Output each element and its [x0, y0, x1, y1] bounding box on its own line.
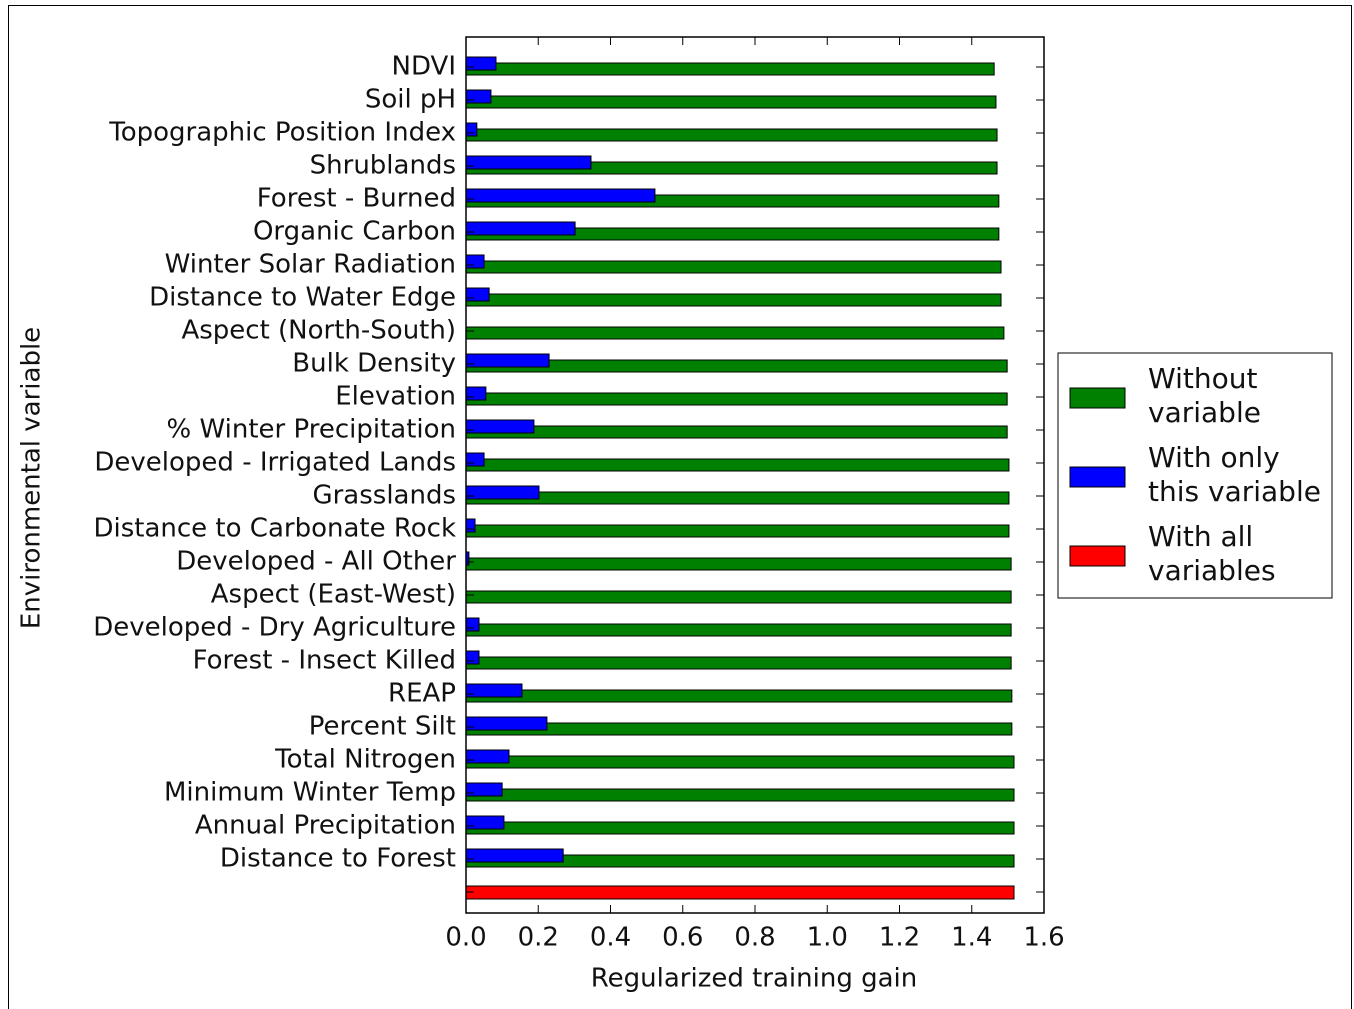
bar — [465, 122, 478, 137]
bar — [465, 623, 1012, 637]
y-tick-label: Winter Solar Radiation — [165, 250, 456, 280]
legend-label: With only this variable — [1148, 441, 1321, 508]
x-tick-label: 0.8 — [734, 923, 775, 953]
bar — [465, 452, 485, 467]
bar — [465, 326, 1005, 340]
x-tick-label: 1.2 — [879, 923, 920, 953]
bar — [465, 419, 535, 434]
y-tick-label: Minimum Winter Temp — [164, 778, 456, 808]
bar — [465, 56, 497, 71]
y-tick-label: Topographic Position Index — [108, 118, 456, 148]
legend-label: Without variable — [1148, 362, 1261, 429]
y-tick-label: Distance to Forest — [220, 844, 456, 874]
bar — [465, 89, 492, 104]
y-tick-label: Distance to Carbonate Rock — [93, 514, 456, 544]
plot-frame — [465, 36, 1045, 914]
bar — [465, 689, 1013, 703]
y-tick-label: Elevation — [335, 382, 456, 412]
bar — [465, 62, 995, 76]
y-tick-label: Annual Precipitation — [195, 811, 456, 841]
bar — [465, 221, 576, 236]
legend-label: With all variables — [1148, 520, 1276, 587]
x-tick-label: 0.0 — [445, 923, 486, 953]
bar — [465, 617, 480, 632]
bar — [465, 848, 564, 863]
bar — [465, 458, 1010, 472]
x-tick-label: 1.4 — [951, 923, 992, 953]
bar — [465, 524, 1010, 538]
bar — [465, 782, 503, 797]
x-tick-label: 1.0 — [807, 923, 848, 953]
bar — [465, 95, 997, 109]
y-tick-label: Soil pH — [365, 85, 456, 115]
bar — [465, 656, 1012, 670]
legend-swatch — [1069, 387, 1126, 409]
y-tick-label: NDVI — [392, 52, 456, 82]
bar — [465, 815, 505, 830]
bar — [465, 755, 1015, 769]
bar — [465, 491, 1010, 505]
bar — [465, 128, 998, 142]
y-tick-label: Forest - Burned — [257, 184, 456, 214]
y-tick-label: Total Nitrogen — [274, 745, 456, 775]
y-tick-label: Developed - All Other — [176, 547, 456, 577]
bar — [465, 885, 1015, 900]
bar — [465, 254, 485, 269]
y-tick-label: Forest - Insect Killed — [193, 646, 456, 676]
bar — [465, 557, 1012, 571]
y-tick-label: Developed - Irrigated Lands — [94, 448, 456, 478]
bar — [465, 590, 1012, 604]
bar — [465, 518, 476, 533]
bar — [465, 650, 480, 665]
y-tick-label: Bulk Density — [292, 349, 456, 379]
y-tick-label: Developed - Dry Agriculture — [93, 613, 456, 643]
bar — [465, 485, 540, 500]
bar — [465, 722, 1013, 736]
bar — [465, 716, 548, 731]
bar — [465, 425, 1008, 439]
legend-swatch — [1069, 466, 1126, 488]
x-axis-label: Regularized training gain — [591, 964, 918, 994]
y-tick-label: REAP — [388, 679, 456, 709]
y-tick-label: Aspect (East-West) — [211, 580, 456, 610]
bar — [465, 293, 1002, 307]
y-tick-label: Aspect (North-South) — [181, 316, 456, 346]
y-tick-label: Shrublands — [310, 151, 456, 181]
bar — [465, 260, 1002, 274]
bar — [465, 155, 592, 170]
bar — [465, 287, 490, 302]
x-tick-label: 0.4 — [590, 923, 631, 953]
y-tick-label: Percent Silt — [309, 712, 456, 742]
bar — [465, 749, 510, 764]
x-tick-label: 0.6 — [662, 923, 703, 953]
y-tick-label: Organic Carbon — [253, 217, 456, 247]
legend-swatch — [1069, 545, 1126, 567]
bar — [465, 392, 1008, 406]
y-tick-label: Grasslands — [312, 481, 456, 511]
y-tick-label: Distance to Water Edge — [149, 283, 456, 313]
x-tick-label: 0.2 — [518, 923, 559, 953]
bar — [465, 386, 487, 401]
bar — [465, 821, 1015, 835]
bar — [465, 683, 523, 698]
figure-border — [8, 5, 1352, 1009]
x-tick-label: 1.6 — [1023, 923, 1064, 953]
bar — [465, 188, 656, 203]
y-axis-label: Environmental variable — [17, 327, 47, 629]
y-tick-label: % Winter Precipitation — [167, 415, 456, 445]
bar — [465, 788, 1015, 802]
bar — [465, 353, 550, 368]
